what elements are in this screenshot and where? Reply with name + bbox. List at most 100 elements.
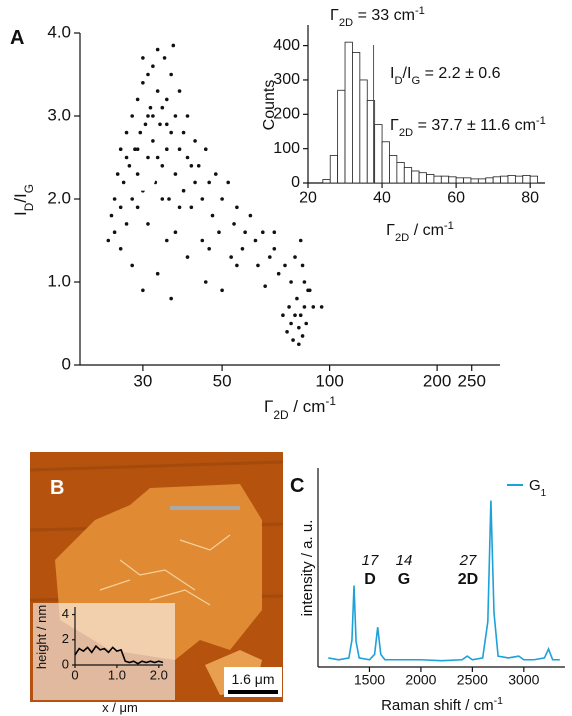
point	[253, 238, 258, 243]
x-tick-label: 250	[458, 371, 486, 390]
point	[177, 205, 182, 210]
x-tick-label: 0	[71, 668, 78, 683]
y-tick-label: 200	[273, 106, 300, 123]
label-part: D	[22, 202, 36, 211]
y-tick-label: 4	[62, 606, 69, 621]
point	[210, 213, 215, 218]
point	[287, 305, 291, 309]
point	[267, 255, 272, 259]
x-tick-label: 200	[423, 371, 451, 390]
point	[141, 81, 145, 85]
y-tick-label: 3.0	[47, 105, 71, 124]
y-tick-label: 0	[291, 174, 300, 191]
point	[203, 147, 208, 151]
point	[115, 172, 120, 176]
point	[289, 280, 293, 284]
bar	[485, 177, 494, 184]
point	[151, 114, 155, 118]
label-part: / cm	[289, 397, 326, 416]
bar	[448, 176, 457, 184]
x-tick-label: 2500	[457, 672, 488, 688]
point	[135, 97, 140, 102]
point	[263, 284, 267, 288]
point	[248, 213, 253, 218]
point	[243, 230, 247, 234]
point	[112, 197, 117, 201]
point	[226, 180, 230, 185]
point	[220, 197, 224, 201]
bar	[522, 175, 531, 184]
point	[148, 105, 153, 110]
point	[185, 255, 190, 259]
label-part: = 2.2 ± 0.6	[420, 65, 500, 82]
point	[193, 180, 197, 185]
point	[158, 122, 162, 127]
y-axis-title: intensity / a. u.	[299, 520, 316, 617]
bar	[344, 41, 353, 184]
y-tick-label: 4.0	[47, 22, 71, 41]
label-part: = 37.7 ± 11.6 cm	[413, 117, 536, 134]
point	[164, 122, 169, 127]
bar	[374, 124, 383, 184]
data-line	[328, 500, 560, 662]
bar	[500, 175, 509, 184]
bar	[403, 167, 413, 184]
bar	[396, 161, 405, 184]
point	[146, 114, 150, 118]
point	[155, 271, 160, 276]
panel-label: C	[290, 475, 304, 497]
bar	[411, 170, 420, 184]
point	[293, 313, 297, 318]
y-tick-label: 0	[62, 656, 69, 671]
point	[146, 222, 150, 226]
point	[141, 288, 145, 293]
x-tick-label: 1.0	[108, 668, 126, 683]
point	[155, 155, 160, 160]
point	[151, 64, 155, 68]
y-tick-label: 2.0	[47, 188, 71, 207]
y-tick-label: 0	[62, 354, 71, 373]
label-part: G	[529, 477, 541, 494]
label-part: Γ	[264, 397, 273, 416]
point	[297, 325, 301, 330]
point	[118, 205, 123, 210]
bar	[352, 52, 361, 184]
y-axis-title: height / nm	[34, 605, 49, 669]
point	[200, 238, 205, 243]
point	[200, 197, 205, 201]
point	[160, 105, 165, 110]
point	[124, 155, 129, 160]
bar	[492, 176, 501, 184]
point	[300, 263, 305, 268]
point	[189, 205, 194, 210]
bar	[329, 155, 339, 184]
point	[169, 130, 173, 135]
legend-label: G1	[529, 477, 547, 499]
point	[319, 305, 324, 309]
label-part: Raman shift / cm	[381, 697, 494, 714]
point	[173, 230, 178, 234]
x-axis-title: Γ2D / cm-1	[386, 220, 454, 244]
point	[177, 147, 182, 151]
point	[173, 172, 178, 176]
x-tick-label: 100	[315, 371, 343, 390]
point	[130, 114, 134, 118]
label-part: -1	[415, 5, 425, 17]
point	[155, 89, 160, 93]
point	[281, 313, 285, 318]
point	[169, 72, 173, 77]
y-tick-label: 1.0	[47, 271, 71, 290]
point	[203, 280, 208, 284]
point	[160, 164, 165, 168]
peak-width: 14	[396, 552, 413, 569]
point	[304, 321, 309, 326]
bar	[507, 175, 516, 184]
point	[160, 197, 165, 201]
point	[151, 139, 155, 143]
bar	[529, 175, 538, 184]
panel-label: A	[10, 27, 24, 49]
bar	[322, 179, 331, 184]
point	[235, 263, 239, 268]
point	[181, 188, 186, 193]
